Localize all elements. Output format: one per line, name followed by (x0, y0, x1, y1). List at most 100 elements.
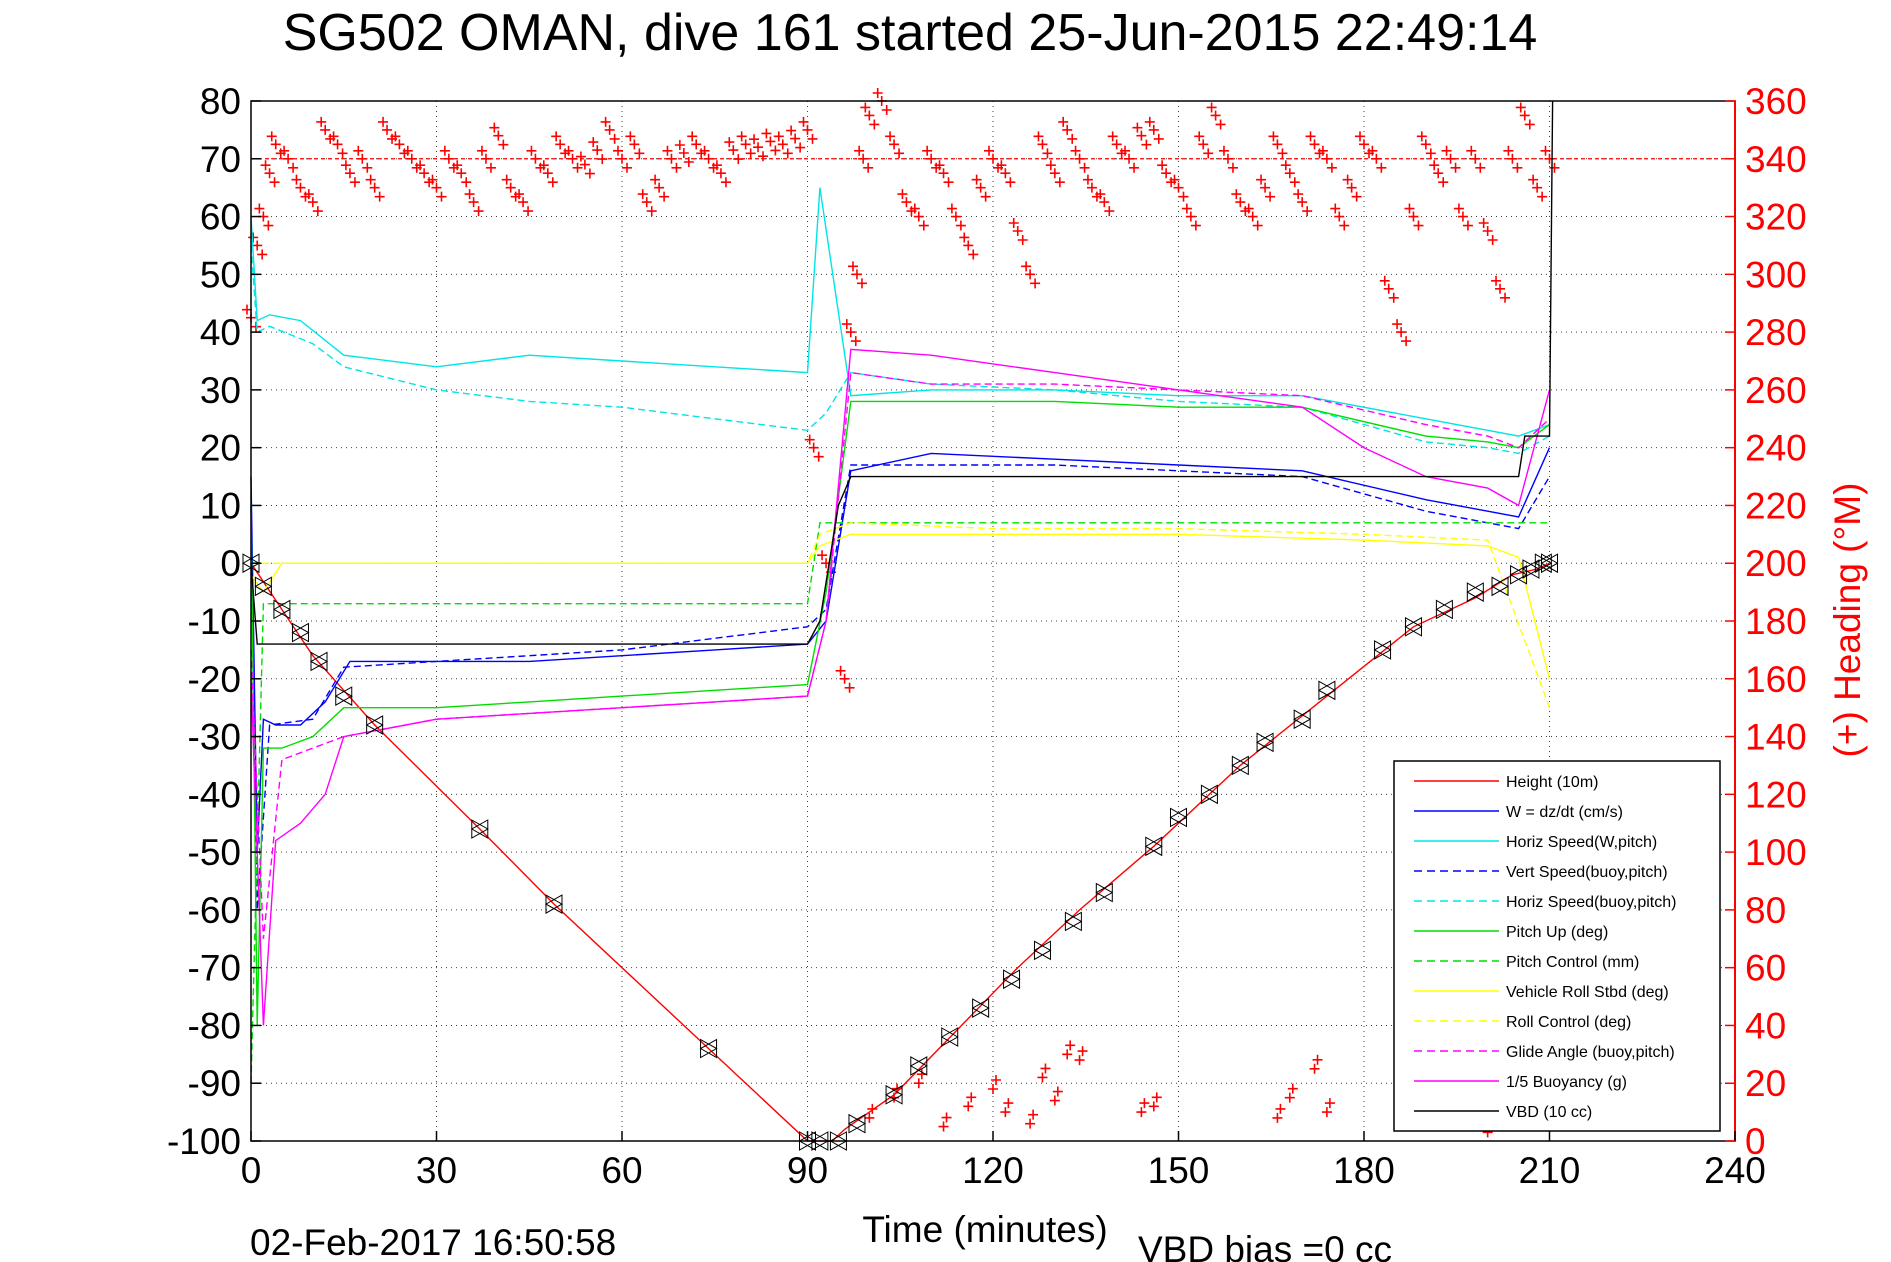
heading-point (1544, 153, 1555, 164)
waypoint-marker (470, 819, 489, 839)
heading-point (1025, 269, 1036, 280)
heading-point (777, 139, 788, 150)
heading-point (1173, 182, 1184, 193)
heading-point (1334, 211, 1345, 222)
waypoint-marker (544, 894, 564, 914)
heading-point (514, 189, 525, 200)
x-axis-ticks: 0 30 60 90 120 150 180 210 240 (241, 1131, 1766, 1191)
legend-label: Vehicle Roll Stbd (deg) (1506, 984, 1669, 1001)
y-tick-label: -30 (188, 717, 241, 758)
y2-tick-label: 320 (1745, 197, 1807, 238)
heading-point (1136, 1107, 1147, 1118)
heading-point (337, 148, 348, 159)
heading-point (844, 682, 855, 693)
x-tick-label: 90 (787, 1150, 828, 1191)
heading-point (1070, 145, 1081, 156)
heading-point (390, 131, 401, 142)
heading-point (349, 177, 360, 188)
heading-point (770, 145, 781, 156)
heading-point (489, 122, 500, 133)
heading-point (263, 220, 274, 231)
heading-point (588, 137, 599, 148)
heading-point (1293, 189, 1304, 200)
heading-point (881, 105, 892, 115)
y-tick-label: -40 (188, 774, 241, 815)
heading-point (1104, 206, 1115, 217)
heading-point (943, 177, 954, 188)
heading-point (715, 168, 726, 179)
heading-point (1396, 327, 1407, 338)
heading-point (1287, 1083, 1298, 1094)
waypoint-marker (1404, 616, 1423, 637)
y2-tick-label: 200 (1745, 543, 1807, 584)
heading-point (1265, 191, 1276, 202)
heading-point (1120, 145, 1131, 156)
heading-point (464, 189, 475, 200)
x-tick-label: 150 (1148, 1150, 1210, 1191)
heading-point (303, 189, 314, 200)
heading-point (980, 191, 991, 202)
heading-point (1416, 131, 1427, 142)
y2-tick-label: 20 (1745, 1063, 1786, 1104)
heading-point (1524, 119, 1535, 130)
y2-tick-label: 260 (1745, 370, 1807, 411)
heading-point (1470, 153, 1481, 164)
heading-point (1519, 110, 1530, 121)
heading-point (288, 162, 299, 173)
heading-point (988, 1084, 998, 1094)
heading-point (1453, 203, 1464, 214)
heading-point (1482, 226, 1493, 236)
heading-point (340, 160, 351, 171)
waypoint-marker (1435, 599, 1454, 620)
heading-point (257, 249, 268, 260)
heading-point (1487, 235, 1498, 245)
heading-point (1351, 191, 1362, 202)
series-line-horiz-speed-buoy-pitch (250, 245, 1550, 455)
heading-point (567, 153, 578, 164)
heading-point (402, 145, 413, 156)
heading-point (733, 154, 744, 165)
heading-point (1309, 1063, 1320, 1074)
heading-point (1392, 319, 1403, 330)
waypoint-marker (1540, 553, 1559, 574)
series-line-height-10m (250, 562, 1550, 1142)
heading-point (699, 145, 710, 156)
heading-point (885, 131, 896, 142)
waypoint-marker (1064, 911, 1083, 932)
heading-point (427, 174, 438, 185)
y2-axis-label: (+) Heading (°M) (1827, 483, 1868, 758)
heading-point (758, 151, 769, 162)
heading-point (279, 145, 290, 156)
heading-point (782, 148, 793, 159)
heading-point (1507, 153, 1518, 164)
x-tick-label: 60 (601, 1150, 642, 1191)
heading-point (1275, 1103, 1286, 1114)
heading-point (938, 168, 949, 179)
heading-point (1206, 102, 1217, 113)
heading-point (804, 434, 815, 445)
heading-point (1537, 191, 1548, 202)
heading-point (266, 131, 277, 142)
y2-tick-label: 80 (1745, 890, 1786, 931)
heading-point (988, 153, 998, 164)
heading-point (1500, 292, 1511, 303)
heading-point (926, 153, 937, 164)
heading-point (963, 1101, 974, 1112)
heading-point (1277, 148, 1288, 159)
y2-tick-label: 0 (1745, 1121, 1766, 1162)
y-tick-label: -60 (188, 890, 241, 931)
y-tick-label: 0 (220, 543, 241, 584)
heading-point (909, 203, 920, 214)
waypoint-marker (334, 686, 353, 706)
waypoint-marker (885, 1084, 904, 1105)
heading-point (1260, 182, 1271, 193)
heading-point (613, 145, 623, 156)
heading-point (813, 451, 824, 462)
heading-point (480, 153, 491, 164)
waypoint-marker (940, 1027, 959, 1047)
heading-point (1086, 182, 1097, 193)
waypoint-marker (309, 651, 329, 672)
heading-point (1289, 177, 1300, 188)
waypoint-marker (1509, 564, 1528, 585)
y-tick-label: -80 (188, 1005, 241, 1046)
